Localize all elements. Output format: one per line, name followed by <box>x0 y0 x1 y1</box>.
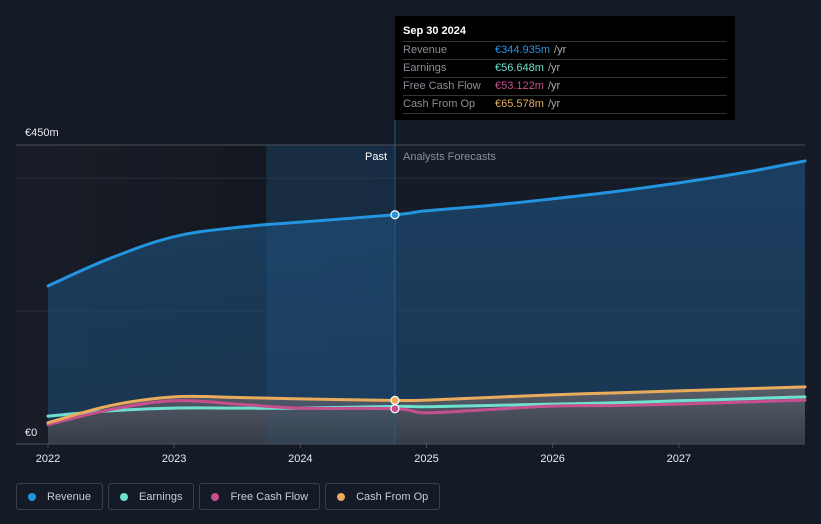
x-tick-label: 2022 <box>36 453 60 465</box>
tooltip-row-cash-from-op: Cash From Op €65.578m /yr <box>403 95 727 114</box>
tooltip: Sep 30 2024 Revenue €344.935m /yr Earnin… <box>395 16 735 120</box>
tooltip-value: €65.578m <box>495 98 544 110</box>
chart-area: Past Analysts Forecasts €450m €0 2022 202… <box>16 120 807 465</box>
legend-label: Earnings <box>139 490 183 503</box>
tooltip-row-free-cash-flow: Free Cash Flow €53.122m /yr <box>403 77 727 95</box>
legend-item-earnings[interactable]: Earnings <box>108 483 195 510</box>
legend-label: Revenue <box>47 490 92 503</box>
tooltip-unit: /yr <box>554 44 567 56</box>
tooltip-date: Sep 30 2024 <box>403 25 466 37</box>
y-tick-label-max: €450m <box>25 127 59 139</box>
legend-item-free-cash-flow[interactable]: Free Cash Flow <box>199 483 321 510</box>
free-cash-flow-dot-icon <box>211 492 220 501</box>
revenue-marker <box>390 210 400 220</box>
legend-label: Cash From Op <box>356 490 429 503</box>
legend-item-revenue[interactable]: Revenue <box>16 483 104 510</box>
cash-from-op-line <box>46 385 807 425</box>
legend-label: Free Cash Flow <box>230 490 309 503</box>
cash-from-op-area <box>48 386 805 444</box>
legend: Revenue Earnings Free Cash Flow Cash Fro… <box>16 483 441 510</box>
tooltip-unit: /yr <box>547 80 561 92</box>
tooltip-unit: /yr <box>547 98 561 110</box>
tooltip-value: €344.935m <box>495 44 551 56</box>
x-tick-label: 2026 <box>540 453 564 465</box>
x-tick-label: 2023 <box>162 453 186 465</box>
cash-from-op-dot-icon <box>337 492 346 501</box>
earnings-dot-icon <box>120 492 129 501</box>
x-tick-label: 2027 <box>667 453 691 465</box>
highlight-overlay <box>266 145 395 444</box>
forecast-label: Analysts Forecasts <box>403 151 496 163</box>
tooltip-label: Earnings <box>403 62 447 74</box>
legend-item-cash-from-op[interactable]: Cash From Op <box>325 483 441 510</box>
earnings-line <box>46 395 807 418</box>
y-tick-label-zero: €0 <box>25 427 37 439</box>
tooltip-row-revenue: Revenue €344.935m /yr <box>403 41 727 59</box>
revenue-line <box>46 159 807 288</box>
free-cash-flow-marker <box>390 404 400 414</box>
tooltip-label: Revenue <box>403 44 448 56</box>
revenue-dot-icon <box>28 492 36 501</box>
tooltip-label: Free Cash Flow <box>403 80 481 92</box>
x-tick-label: 2024 <box>288 453 312 465</box>
cash-from-op-marker <box>390 395 400 406</box>
past-label: Past <box>365 151 387 163</box>
revenue-area <box>48 160 805 445</box>
tooltip-row-earnings: Earnings €56.648m /yr <box>403 59 727 77</box>
tooltip-value: €53.122m <box>495 80 544 92</box>
x-tick-label: 2025 <box>414 453 438 465</box>
tooltip-value: €56.648m <box>495 62 544 74</box>
tooltip-label: Cash From Op <box>403 98 476 110</box>
free-cash-flow-line <box>46 398 807 427</box>
tooltip-unit: /yr <box>547 62 561 74</box>
